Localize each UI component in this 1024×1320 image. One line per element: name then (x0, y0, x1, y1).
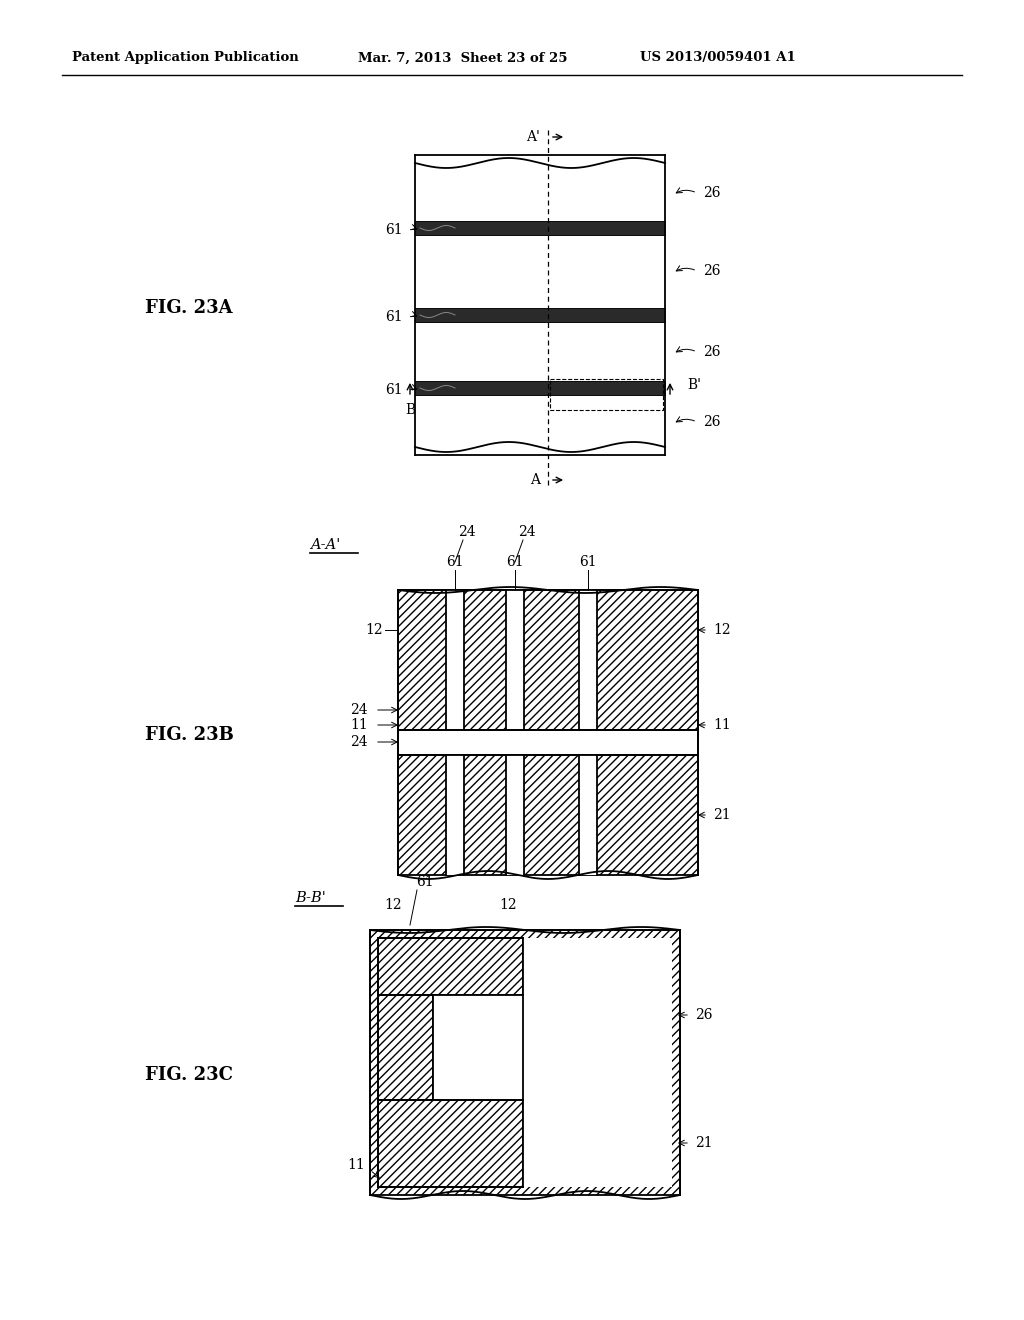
Text: 12: 12 (384, 898, 401, 912)
Bar (550, 379, 663, 411)
Bar (415, 220, 665, 235)
Text: A: A (530, 473, 540, 487)
Bar (378, 1100, 523, 1187)
Text: 24: 24 (350, 704, 368, 717)
Text: 12: 12 (499, 898, 517, 912)
Bar (415, 381, 665, 395)
Text: 61: 61 (506, 554, 524, 569)
Bar (523, 939, 672, 1100)
Text: 26: 26 (703, 264, 721, 279)
Text: 24: 24 (518, 525, 536, 539)
Bar (370, 931, 680, 1195)
Bar (446, 755, 464, 875)
Text: 24: 24 (350, 735, 368, 748)
Bar (446, 590, 464, 730)
Bar (506, 755, 524, 875)
Text: 61: 61 (385, 383, 403, 397)
Text: Patent Application Publication: Patent Application Publication (72, 51, 299, 65)
Text: 12: 12 (366, 623, 383, 638)
Text: 26: 26 (695, 1008, 713, 1022)
Text: A-A': A-A' (310, 539, 340, 552)
Bar (398, 730, 698, 755)
Text: A': A' (526, 129, 540, 144)
Text: B: B (404, 403, 415, 417)
Text: FIG. 23C: FIG. 23C (145, 1067, 233, 1084)
Bar (523, 1100, 672, 1187)
Text: 61: 61 (385, 310, 403, 323)
Text: B-B': B-B' (295, 891, 326, 906)
Text: US 2013/0059401 A1: US 2013/0059401 A1 (640, 51, 796, 65)
Text: 61: 61 (416, 875, 434, 888)
Text: 61: 61 (580, 554, 597, 569)
Text: 26: 26 (703, 186, 721, 201)
Text: 12: 12 (713, 623, 731, 638)
Text: B': B' (687, 378, 701, 392)
Bar (433, 995, 672, 1100)
Text: FIG. 23A: FIG. 23A (145, 300, 232, 317)
Bar (506, 590, 524, 730)
Bar (579, 755, 597, 875)
Bar (398, 755, 698, 875)
Bar (579, 590, 597, 730)
Text: 21: 21 (713, 808, 731, 822)
Text: FIG. 23B: FIG. 23B (145, 726, 233, 744)
Bar (398, 590, 698, 730)
Text: 61: 61 (446, 554, 464, 569)
Text: Mar. 7, 2013  Sheet 23 of 25: Mar. 7, 2013 Sheet 23 of 25 (358, 51, 567, 65)
Text: 11: 11 (713, 718, 731, 733)
Text: 11: 11 (350, 718, 368, 733)
Bar (378, 995, 433, 1100)
Text: 11: 11 (347, 1158, 365, 1172)
Text: 21: 21 (695, 1137, 713, 1150)
Text: 26: 26 (703, 414, 721, 429)
Text: 61: 61 (385, 223, 403, 238)
Text: 24: 24 (458, 525, 476, 539)
Bar (378, 939, 523, 995)
Bar (415, 308, 665, 322)
Text: 26: 26 (703, 345, 721, 359)
